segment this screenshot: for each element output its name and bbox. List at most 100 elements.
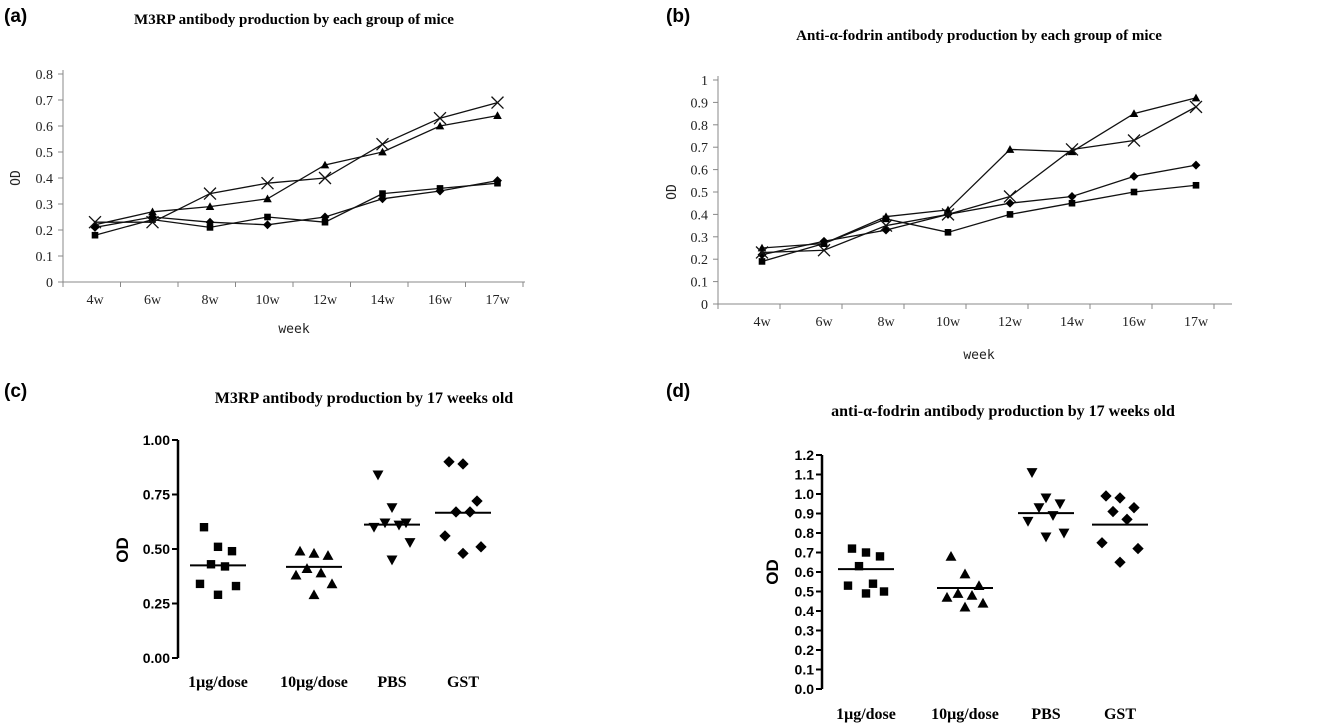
category-label: GST — [1104, 706, 1136, 723]
data-point-gst — [879, 219, 893, 233]
x-tick-label: 10w — [255, 293, 280, 308]
y-tick-label: 1 — [701, 74, 708, 89]
chart-b-axes — [713, 76, 1232, 309]
series-line-10mg — [94, 182, 498, 236]
chart-c-y-axis-label: OD — [113, 537, 132, 563]
chart-c-y-ticks: 0.00 0.25 0.50 0.75 1.00 — [143, 432, 170, 666]
data-point-gst — [1189, 100, 1203, 114]
chart-b-y-ticks: 0 0.1 0.2 0.3 0.4 0.5 0.6 0.7 0.8 0.9 1 — [691, 74, 709, 313]
panel-c-letter: (c) — [4, 381, 27, 402]
chart-b-plot-area — [755, 93, 1203, 265]
x-tick-label: 10w — [936, 315, 961, 330]
group-10μg/dose — [286, 545, 342, 600]
x-tick-label: 17w — [1184, 315, 1209, 330]
data-point-gst — [817, 243, 831, 257]
category-label: GST — [447, 674, 479, 691]
data-point-gst — [88, 215, 102, 229]
y-tick-label: 0.0 — [795, 681, 815, 697]
y-tick-label: 0.7 — [691, 141, 709, 156]
y-tick-label: 0.6 — [795, 564, 815, 580]
data-point — [973, 580, 985, 591]
y-tick-label: 0.8 — [795, 525, 815, 541]
y-tick-label: 0.9 — [795, 506, 815, 522]
chart-c-plot-area — [190, 456, 491, 600]
data-point — [959, 601, 971, 612]
data-point-pbs — [205, 202, 215, 211]
y-tick-label: 0.4 — [795, 603, 815, 619]
chart-d-y-axis-label: OD — [763, 559, 782, 585]
data-point — [1132, 542, 1144, 555]
data-point — [1040, 532, 1052, 543]
data-point-pbs — [90, 220, 100, 229]
data-point-10mg — [944, 229, 952, 236]
data-point — [843, 581, 853, 590]
data-point — [1026, 468, 1038, 479]
y-tick-label: 0.5 — [691, 186, 709, 201]
data-point-pbs — [378, 147, 387, 156]
data-point-gst — [146, 215, 159, 229]
data-point — [1128, 501, 1140, 514]
data-point — [213, 542, 223, 552]
data-point-gst — [376, 137, 389, 151]
y-tick-label: 1.0 — [795, 486, 815, 502]
series-10mg — [91, 179, 501, 239]
data-point-10mg — [91, 231, 99, 239]
data-point-10mg — [1192, 181, 1200, 189]
series-line-pbs — [761, 97, 1197, 249]
y-tick-label: 0.9 — [691, 96, 709, 111]
data-point — [1114, 556, 1126, 568]
data-point-10mg — [379, 190, 386, 197]
x-tick-label: 4w — [86, 293, 104, 308]
y-tick-label: 0.1 — [691, 276, 709, 291]
panel-d-dot-plot: (d) anti-α-fodrin antibody production by… — [666, 381, 1175, 723]
data-point-pbs — [881, 212, 891, 221]
data-point — [1040, 493, 1052, 504]
data-point-gst — [755, 246, 769, 259]
data-point — [231, 581, 241, 591]
y-tick-label: 0 — [701, 298, 708, 313]
data-point — [875, 552, 885, 561]
data-point — [868, 579, 878, 588]
data-point — [404, 538, 416, 548]
y-tick-label: 0.50 — [143, 541, 170, 557]
data-point-pbs — [1129, 109, 1139, 118]
data-point — [457, 458, 469, 470]
data-point — [1121, 513, 1133, 526]
x-tick-label: 6w — [144, 293, 162, 308]
data-point — [308, 589, 320, 600]
data-point-10mg — [264, 213, 271, 221]
group-10μg/dose — [937, 550, 993, 612]
group-GST — [1092, 490, 1148, 568]
y-tick-label: 0.2 — [691, 253, 709, 268]
data-point — [386, 503, 398, 514]
series-line-10mg — [761, 184, 1197, 263]
panel-a-letter: (a) — [4, 6, 27, 27]
series-gst — [755, 100, 1203, 259]
data-point — [1047, 511, 1059, 521]
data-point — [220, 562, 230, 571]
category-label: 10μg/dose — [931, 706, 999, 723]
data-point — [1054, 499, 1066, 510]
data-point-10mg — [1068, 199, 1076, 207]
data-point — [1114, 492, 1126, 504]
data-point — [1058, 528, 1070, 539]
x-tick-label: 8w — [877, 315, 895, 330]
y-tick-label: 0.7 — [795, 545, 815, 561]
group-1μg/dose — [838, 544, 894, 598]
data-point — [966, 589, 978, 600]
data-point-10mg — [206, 224, 214, 231]
data-point-1mg — [1067, 192, 1077, 201]
data-point — [945, 550, 957, 561]
series-10mg — [758, 181, 1200, 265]
data-point-10mg — [321, 218, 329, 226]
data-point-gst — [203, 187, 217, 201]
data-point — [199, 523, 209, 532]
y-tick-label: 0.3 — [691, 231, 709, 246]
y-tick-label: 0.7 — [36, 94, 54, 109]
data-point-pbs — [435, 121, 445, 130]
data-point-pbs — [819, 239, 829, 247]
x-tick-label: 12w — [998, 315, 1023, 330]
x-tick-label: 14w — [370, 293, 395, 308]
panel-b-line-chart: (b) Anti-α-fodrin antibody production by… — [665, 6, 1232, 363]
